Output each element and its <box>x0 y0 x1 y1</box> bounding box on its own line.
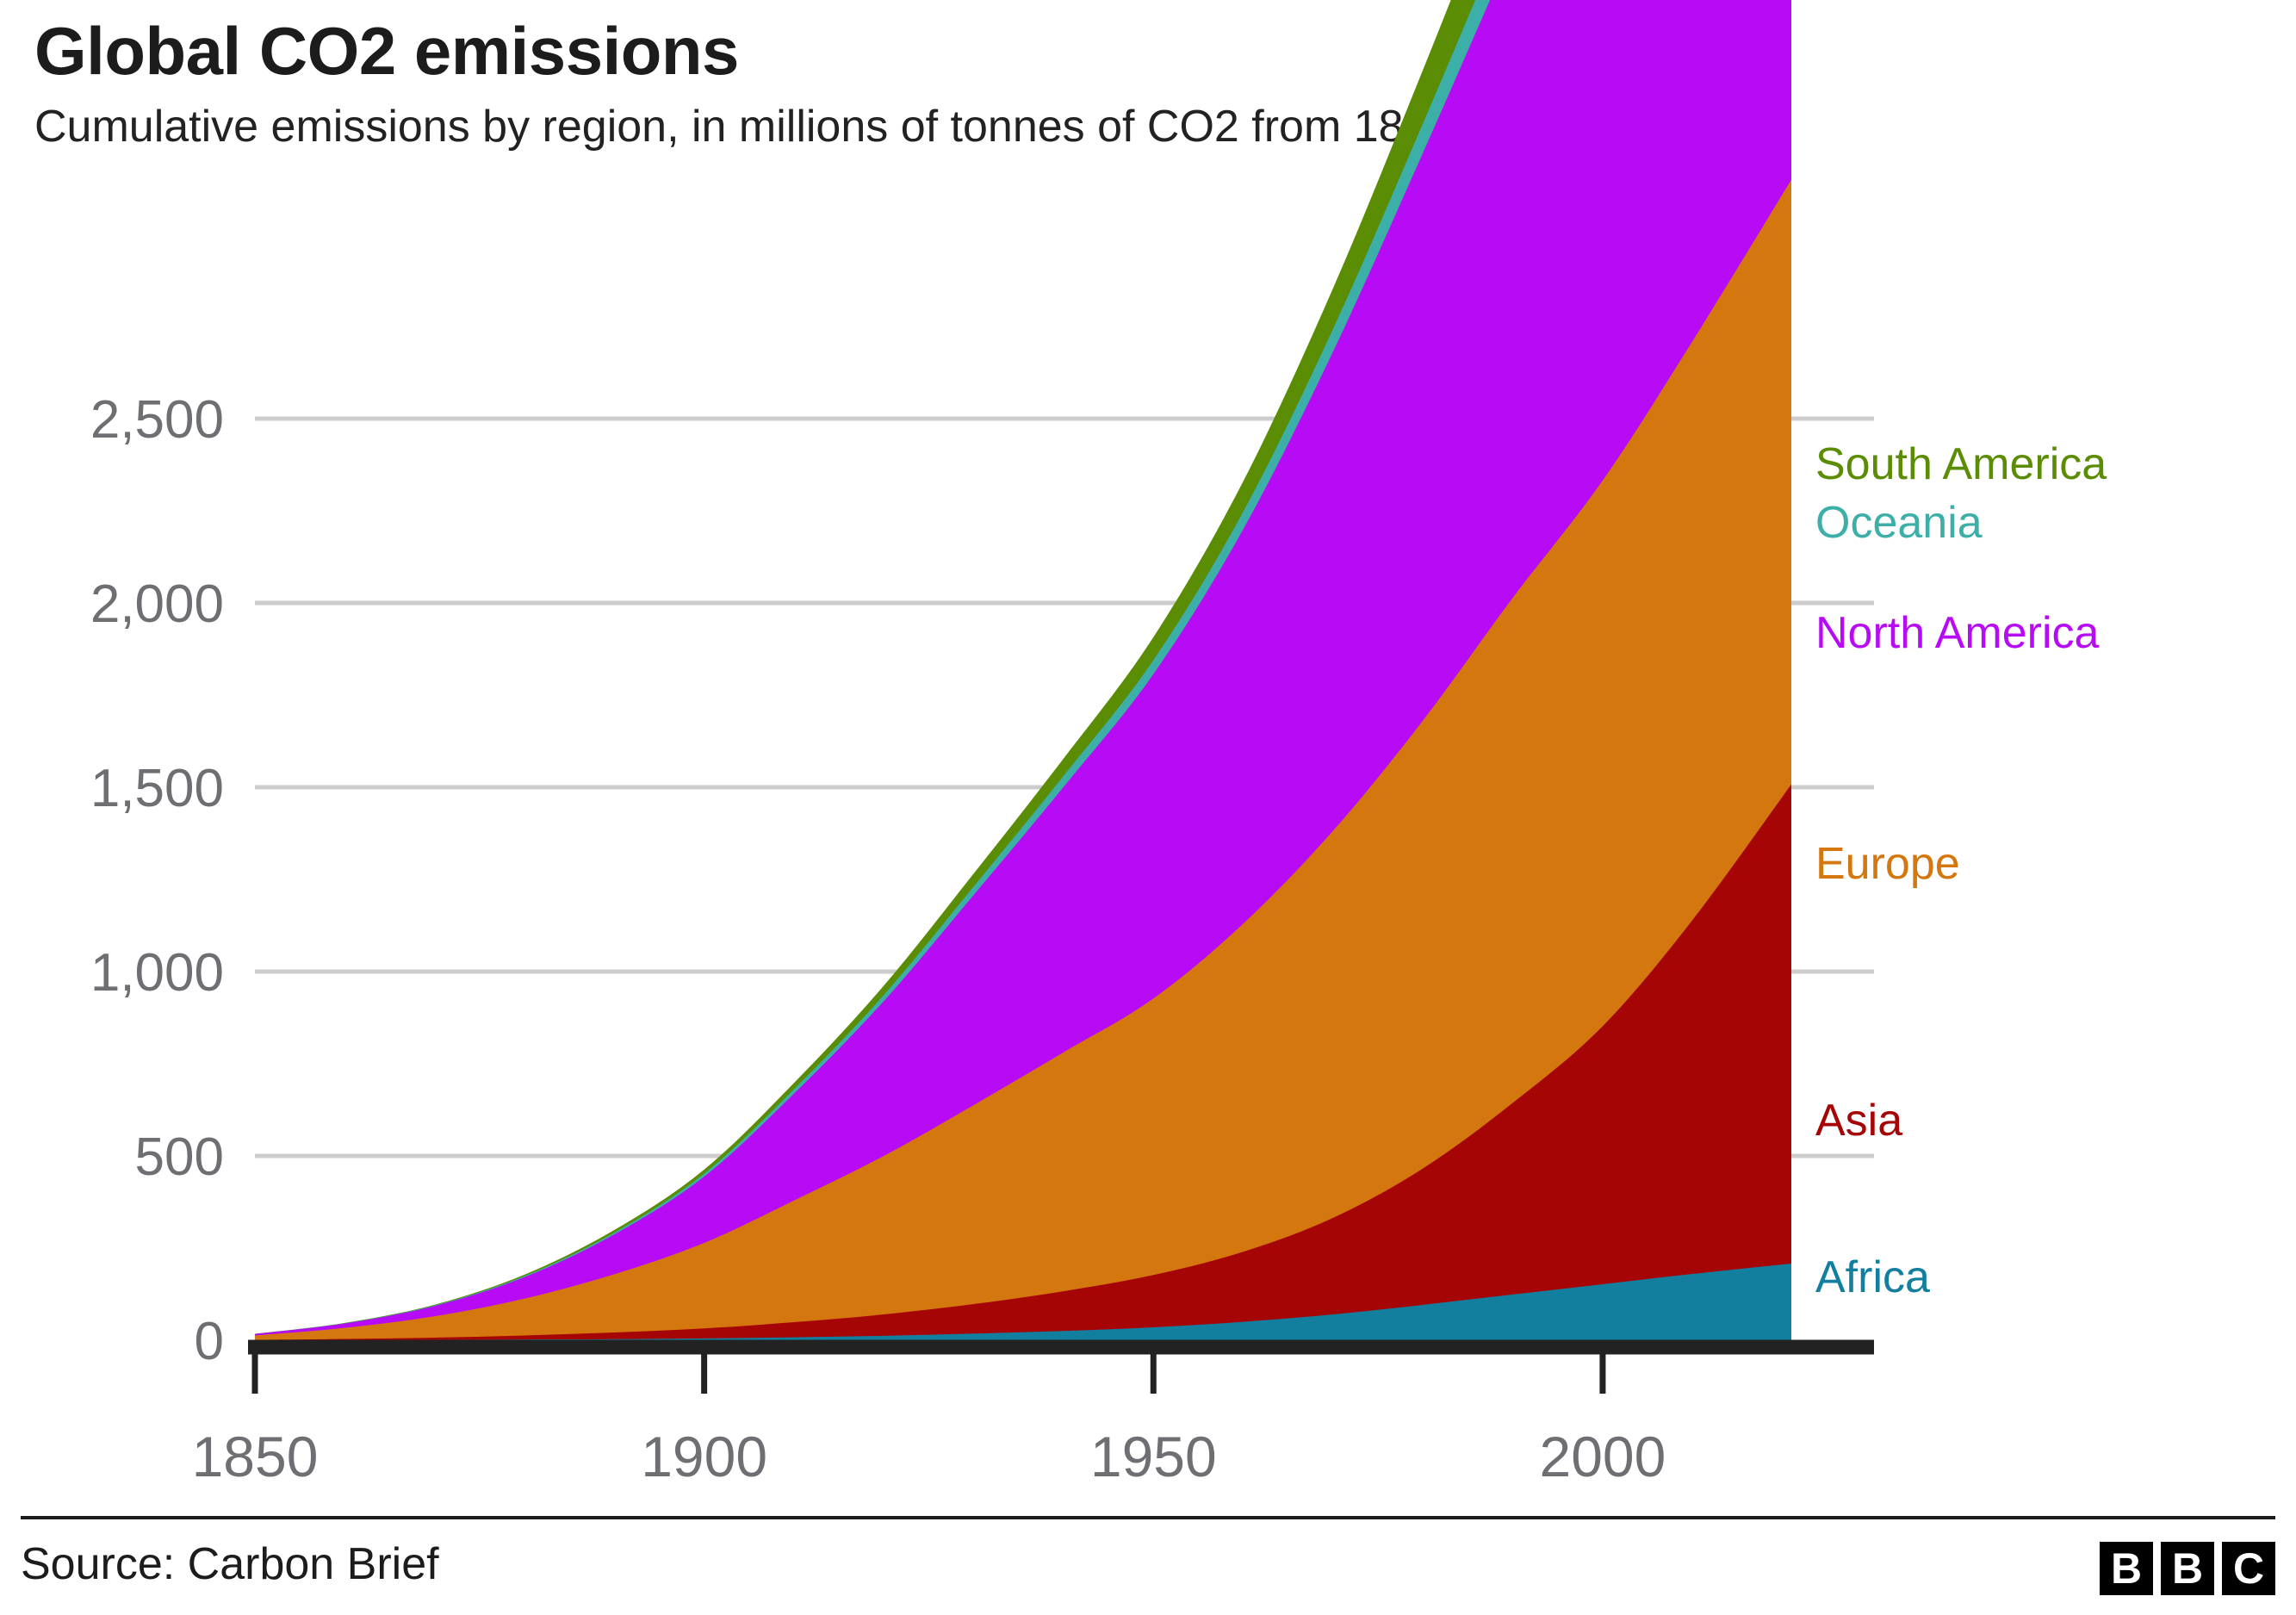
series-label-europe: Europe <box>1815 839 1960 889</box>
series-label-oceania: Oceania <box>1815 498 1983 548</box>
area-band-europe <box>255 179 1791 1340</box>
series-label-north-america: North America <box>1815 608 2100 658</box>
area-band-asia <box>255 784 1791 1340</box>
page-title: Global CO2 emissions <box>34 13 739 89</box>
bbc-logo-letter-1: B <box>2100 1542 2153 1595</box>
stacked-area-chart: 0 500 1,000 1,500 2,000 2,500 1850 1900 1950 2000… <box>90 0 2107 1488</box>
series-label-south-america: South America <box>1815 439 2107 489</box>
chart-svg: 0 500 1,000 1,500 2,000 2,500 1850 1900 1950 2000… <box>90 0 2107 1488</box>
y-axis-tick-label: 0 <box>195 1312 224 1371</box>
x-axis-tick-label: 2000 <box>1539 1425 1666 1488</box>
y-axis-tick-label: 1,500 <box>90 759 224 818</box>
area-band-africa <box>255 1263 1791 1340</box>
y-axis-tick-label: 1,000 <box>90 943 224 1003</box>
y-axis-tick-label: 2,000 <box>90 575 224 634</box>
bbc-logo-letter-2: B <box>2161 1542 2214 1595</box>
chart-subtitle: Cumulative emissions by region, in milli… <box>34 101 1616 152</box>
series-label-asia: Asia <box>1815 1096 1902 1146</box>
series-label-africa: Africa <box>1815 1252 1930 1302</box>
x-axis-tick-label: 1950 <box>1090 1425 1217 1488</box>
footer-divider <box>21 1516 2275 1519</box>
bbc-logo: B B C <box>2100 1542 2275 1595</box>
source-label: Source: Carbon Brief <box>21 1539 439 1589</box>
x-axis-tick-label: 1900 <box>641 1425 767 1488</box>
y-axis-tick-label: 2,500 <box>90 390 224 450</box>
bbc-logo-letter-3: C <box>2222 1542 2275 1595</box>
y-axis-tick-label: 500 <box>135 1127 224 1187</box>
x-axis-tick-label: 1850 <box>192 1425 319 1488</box>
chart-header: Global CO2 emissions Cumulative emission… <box>34 16 2101 152</box>
